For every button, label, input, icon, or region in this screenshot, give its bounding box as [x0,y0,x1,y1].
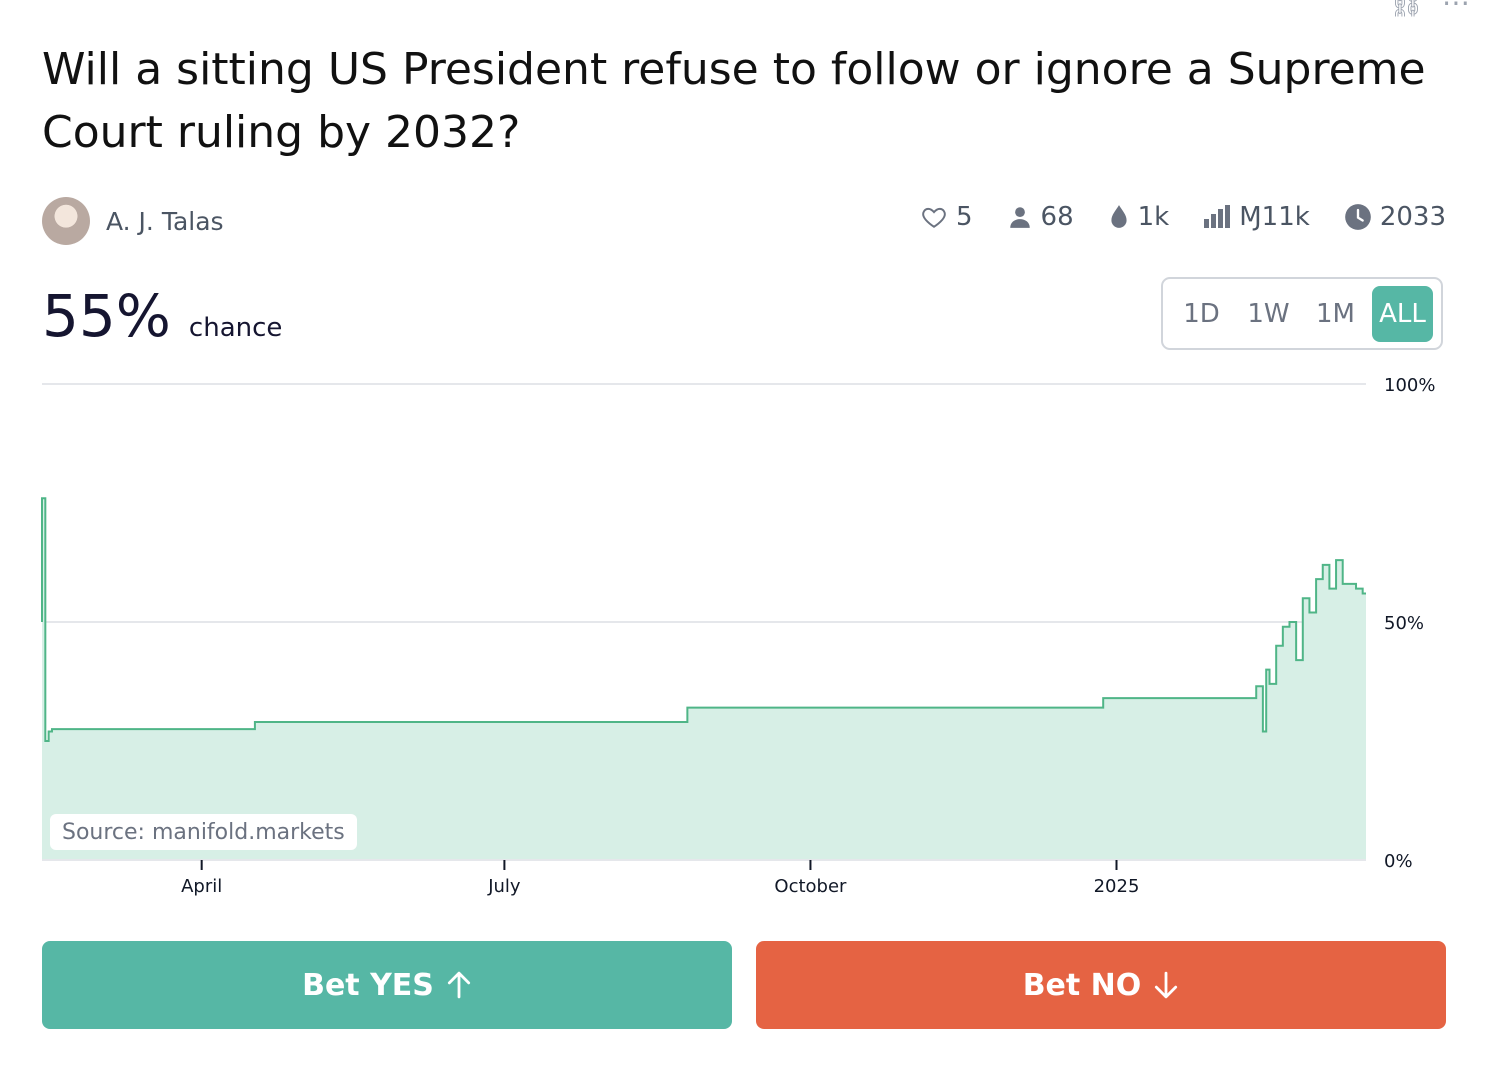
close-date-stat[interactable]: 2033 [1344,202,1446,232]
liquidity-amount: 1k [1137,202,1170,232]
avatar[interactable] [42,197,90,245]
bar-chart-icon [1204,205,1231,228]
top-actions: ⛓ ⋯ [1388,0,1470,19]
probability-label: chance [188,313,283,343]
heart-icon [922,207,946,228]
x-tick-label: July [487,876,521,897]
clock-icon [1344,204,1371,230]
bet-yes-button[interactable]: Bet YES [42,941,732,1029]
likes-count: 5 [956,202,973,232]
author[interactable]: A. J. Talas [42,197,224,245]
source-label[interactable]: Source: manifold.markets [50,814,357,850]
x-tick-label: April [181,876,222,897]
market-stats: 5 68 1k Ɱ11k 2033 [920,202,1446,232]
arrow-down-icon [1155,971,1178,999]
liquidity-stat[interactable]: 1k [1108,202,1170,232]
volume-stat[interactable]: Ɱ11k [1203,202,1310,232]
range-1m-button[interactable]: 1M [1316,298,1355,329]
bet-no-label: Bet NO [1022,967,1142,1003]
probability-area [42,498,1366,860]
close-year: 2033 [1379,202,1446,232]
bet-yes-label: Bet YES [302,967,434,1003]
y-tick-label: 100% [1384,375,1435,396]
bet-no-button[interactable]: Bet NO [756,941,1446,1029]
probability: 55% chance [42,282,282,350]
y-tick-label: 0% [1384,851,1413,872]
x-tick-label: 2025 [1094,876,1140,897]
range-1d-button[interactable]: 1D [1183,298,1220,329]
traders-stat[interactable]: 68 [1007,202,1074,232]
droplet-icon [1111,205,1127,228]
market-title: Will a sitting US President refuse to fo… [42,44,1426,158]
time-range-selector: 1D 1W 1M ALL [1161,277,1443,350]
probability-value: 55% [42,282,171,350]
range-all-button[interactable]: ALL [1372,285,1433,342]
volume-amount: Ɱ11k [1239,202,1310,232]
x-tick-label: October [774,876,847,897]
traders-count: 68 [1040,202,1074,232]
more-icon[interactable]: ⋯ [1442,0,1470,19]
likes-stat[interactable]: 5 [920,202,973,232]
link-icon[interactable]: ⛓ [1388,0,1424,19]
arrow-up-icon [447,971,470,999]
probability-chart[interactable]: April July October 2025 0% 50% 100% [0,360,1490,900]
y-tick-label: 50% [1384,613,1424,634]
probability-line [41,497,1366,742]
user-icon [1009,207,1030,228]
range-1w-button[interactable]: 1W [1247,298,1290,329]
author-name[interactable]: A. J. Talas [106,206,224,236]
